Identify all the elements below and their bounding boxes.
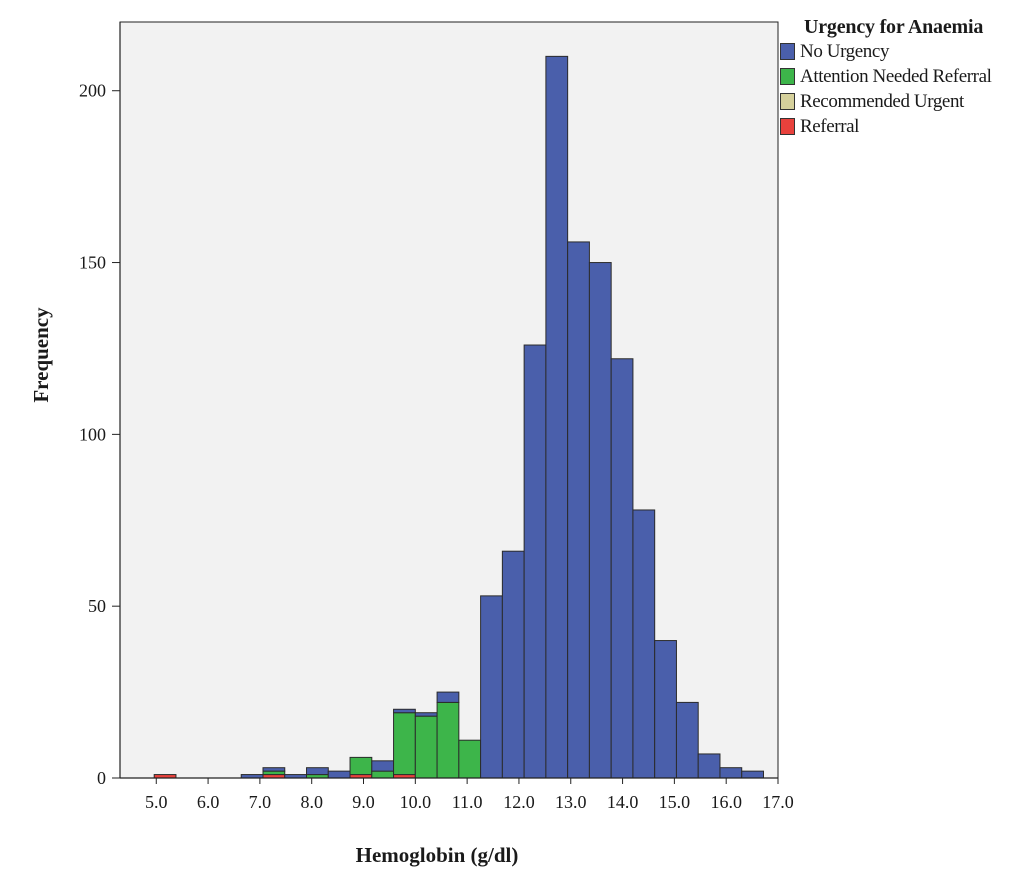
- bar-no-urgency-16.30: [741, 770, 764, 779]
- legend-title: Urgency for Anaemia: [804, 16, 984, 38]
- bar-attention-needed-referral-10.42: [436, 701, 460, 779]
- legend-label: Referral: [800, 115, 860, 137]
- bar-no-urgency-15.88: [719, 767, 743, 779]
- legend-items: No Urgency Attention Needed Referral Recom…: [780, 39, 1020, 139]
- legend-label: Recommended Urgent: [800, 90, 964, 112]
- x-tick-label-11.0: 11.0: [452, 792, 483, 812]
- bar-no-urgency-13.78: [610, 358, 634, 779]
- bar-no-urgency-13.36: [588, 262, 612, 779]
- bar-no-urgency-9.58: [393, 708, 416, 714]
- x-tick-label-9.0: 9.0: [352, 792, 375, 812]
- x-tick-label-10.0: 10.0: [400, 792, 432, 812]
- legend-swatch: [780, 118, 795, 135]
- bar-attention-needed-referral-9.58: [393, 712, 416, 776]
- x-tick-label-13.0: 13.0: [555, 792, 587, 812]
- legend: Urgency for Anaemia No Urgency Attention …: [780, 16, 1020, 139]
- y-tick-label-50: 50: [88, 596, 106, 616]
- x-tick-label-14.0: 14.0: [607, 792, 639, 812]
- x-tick-label-15.0: 15.0: [659, 792, 691, 812]
- bar-no-urgency-9.16: [371, 760, 395, 772]
- x-tick-label-16.0: 16.0: [710, 792, 742, 812]
- bar-no-urgency-12.52: [545, 55, 569, 779]
- bar-attention-needed-referral-10.84: [458, 739, 482, 779]
- bar-no-urgency-10.42: [436, 691, 460, 703]
- bar-no-urgency-11.68: [501, 550, 525, 779]
- bar-attention-needed-referral-8.74: [349, 756, 373, 776]
- plot-area: [119, 21, 779, 779]
- x-tick-label-12.0: 12.0: [503, 792, 535, 812]
- bar-no-urgency-8.32: [327, 770, 351, 779]
- y-tick-label-0: 0: [97, 768, 106, 788]
- legend-item-referral: Referral: [780, 114, 1020, 139]
- legend-item-no-urgency: No Urgency: [780, 39, 1020, 64]
- bar-no-urgency-14.20: [632, 509, 656, 779]
- bar-no-urgency-14.62: [654, 640, 677, 779]
- y-axis-title: Frequency: [29, 307, 53, 403]
- legend-swatch: [780, 93, 795, 110]
- x-tick-label-5.0: 5.0: [145, 792, 168, 812]
- x-tick-label-8.0: 8.0: [300, 792, 323, 812]
- bar-attention-needed-referral-7.06: [262, 770, 286, 776]
- bar-no-urgency-7.06: [262, 767, 286, 772]
- x-tick-label-7.0: 7.0: [249, 792, 272, 812]
- legend-item-attention-needed-referral: Attention Needed Referral: [780, 64, 1020, 89]
- x-tick-label-17.0: 17.0: [762, 792, 794, 812]
- legend-swatch: [780, 43, 795, 60]
- bar-no-urgency-15.46: [697, 753, 721, 779]
- legend-label: No Urgency: [800, 40, 890, 62]
- bar-no-urgency-12.94: [567, 241, 590, 779]
- legend-item-recommended-urgent: Recommended Urgent: [780, 89, 1020, 114]
- bar-attention-needed-referral-10.00: [414, 715, 438, 779]
- bar-no-urgency-15.04: [675, 701, 699, 779]
- legend-label: Attention Needed Referral: [800, 65, 992, 87]
- bar-no-urgency-11.26: [480, 595, 503, 779]
- y-tick-label-150: 150: [79, 253, 106, 273]
- bar-attention-needed-referral-9.16: [371, 770, 395, 779]
- bar-no-urgency-12.10: [523, 344, 547, 779]
- legend-swatch: [780, 68, 795, 85]
- bar-no-urgency-10.00: [414, 712, 438, 717]
- y-tick-label-200: 200: [79, 81, 106, 101]
- y-tick-label-100: 100: [79, 424, 106, 444]
- x-tick-label-6.0: 6.0: [197, 792, 220, 812]
- bar-no-urgency-7.90: [306, 767, 329, 776]
- x-axis-title: Hemoglobin (g/dl): [356, 843, 519, 867]
